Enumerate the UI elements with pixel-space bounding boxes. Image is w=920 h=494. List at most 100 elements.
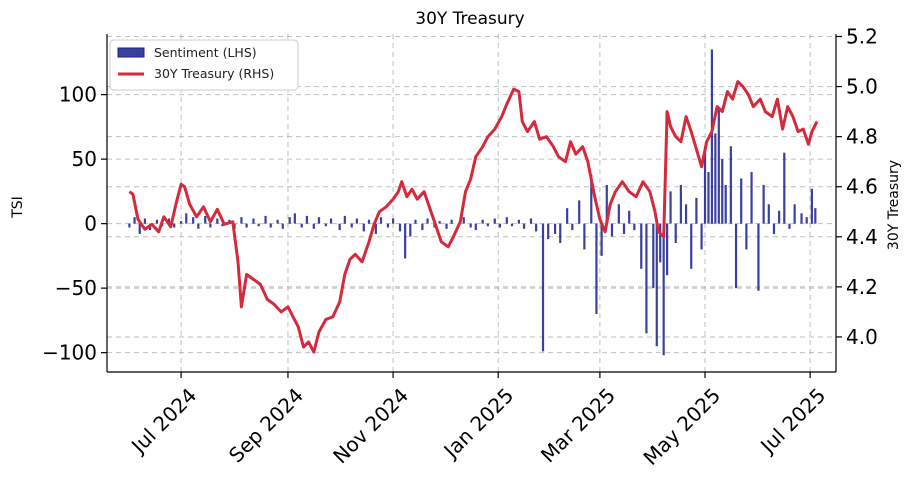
left-y-tick-label: 100 bbox=[59, 83, 97, 107]
sentiment-bar bbox=[605, 184, 608, 224]
sentiment-bar bbox=[128, 223, 131, 228]
sentiment-bar bbox=[617, 204, 620, 224]
sentiment-bar bbox=[783, 152, 786, 224]
right-y-tick-label: 5.0 bbox=[846, 75, 878, 99]
left-y-tick-label: −100 bbox=[42, 341, 97, 365]
sentiment-bar bbox=[714, 133, 717, 224]
sentiment-bar bbox=[300, 223, 303, 228]
sentiment-bar bbox=[414, 219, 417, 224]
sentiment-bar bbox=[703, 146, 707, 224]
x-tick-label: May 2025 bbox=[638, 383, 725, 470]
sentiment-bar bbox=[367, 219, 371, 224]
sentiment-bar bbox=[155, 219, 159, 224]
sentiment-bars bbox=[128, 49, 817, 356]
right-y-tick-label: 4.4 bbox=[846, 225, 878, 249]
sentiment-bar bbox=[421, 223, 424, 231]
sentiment-bar bbox=[717, 107, 720, 224]
sentiment-bar bbox=[610, 223, 614, 237]
sentiment-bar bbox=[684, 204, 688, 224]
sentiment-bar bbox=[566, 208, 569, 224]
sentiment-bar bbox=[409, 223, 412, 237]
sentiment-bar bbox=[757, 223, 760, 291]
sentiment-bar bbox=[293, 213, 296, 224]
sentiment-bar bbox=[209, 223, 212, 228]
sentiment-bar bbox=[445, 223, 448, 229]
sentiment-bar bbox=[438, 221, 441, 224]
sentiment-bar bbox=[517, 219, 520, 224]
left-y-axis-ticks: 100 50 0 −50 −100 bbox=[42, 83, 107, 365]
sentiment-bar bbox=[700, 223, 703, 250]
sentiment-bar bbox=[772, 223, 776, 234]
sentiment-bar bbox=[329, 218, 333, 224]
legend-swatch-sentiment bbox=[117, 47, 145, 58]
sentiment-bar bbox=[288, 217, 291, 224]
sentiment-bar bbox=[600, 223, 603, 256]
left-y-tick-label: −50 bbox=[55, 276, 97, 300]
sentiment-bar bbox=[767, 204, 770, 224]
sentiment-bar bbox=[659, 223, 662, 263]
right-y-tick-label: 4.2 bbox=[846, 275, 878, 299]
legend: Sentiment (LHS) 30Y Treasury (RHS) bbox=[109, 39, 299, 91]
sentiment-bar bbox=[553, 223, 557, 234]
sentiment-bar bbox=[734, 223, 738, 289]
right-y-tick-label: 4.0 bbox=[846, 325, 878, 349]
sentiment-bar bbox=[595, 223, 598, 314]
sentiment-bar bbox=[276, 219, 279, 224]
sentiment-bar bbox=[204, 215, 207, 224]
sentiment-bar bbox=[355, 218, 358, 224]
sentiment-bar bbox=[197, 223, 200, 229]
sentiment-bar bbox=[690, 223, 693, 269]
right-y-tick-label: 4.8 bbox=[846, 125, 878, 149]
sentiment-bar bbox=[695, 197, 698, 224]
sentiment-bar bbox=[559, 223, 562, 243]
sentiment-bar bbox=[493, 218, 496, 224]
legend-label-treasury: 30Y Treasury (RHS) bbox=[154, 66, 274, 81]
legend-box bbox=[109, 39, 299, 91]
sentiment-bar bbox=[655, 223, 658, 347]
right-y-tick-label: 5.2 bbox=[846, 25, 878, 49]
sentiment-bar bbox=[252, 218, 255, 224]
sentiment-bar bbox=[541, 223, 545, 352]
chart-title: 30Y Treasury bbox=[415, 9, 524, 29]
sentiment-bar bbox=[324, 223, 327, 227]
sentiment-bar bbox=[362, 223, 365, 232]
sentiment-bar bbox=[469, 223, 472, 228]
sentiment-bar bbox=[578, 200, 581, 224]
axes bbox=[106, 34, 837, 373]
sentiment-bar bbox=[264, 215, 267, 224]
sentiment-bar bbox=[317, 217, 321, 224]
sentiment-bar bbox=[498, 223, 502, 228]
sentiment-bar bbox=[133, 217, 136, 224]
sentiment-bar bbox=[350, 223, 353, 228]
sentiment-bar bbox=[143, 218, 147, 224]
sentiment-bar bbox=[547, 223, 550, 240]
sentiment-bar bbox=[814, 208, 817, 224]
sentiment-bar bbox=[426, 218, 429, 224]
treasury-line-group bbox=[128, 80, 819, 354]
sentiment-bar bbox=[679, 184, 682, 224]
sentiment-bar bbox=[710, 49, 714, 224]
x-tick-label: Sep 2024 bbox=[224, 383, 308, 467]
sentiment-bar bbox=[138, 223, 141, 234]
sentiment-bar bbox=[505, 217, 508, 224]
sentiment-bar bbox=[662, 223, 665, 356]
sentiment-bar bbox=[622, 223, 626, 234]
sentiment-bar bbox=[216, 218, 219, 224]
sentiment-bar bbox=[343, 215, 346, 224]
x-tick-label: Jul 2025 bbox=[754, 383, 830, 459]
sentiment-bar bbox=[221, 223, 224, 227]
sentiment-bar bbox=[724, 184, 727, 224]
sentiment-bar bbox=[167, 218, 171, 224]
sentiment-bar bbox=[474, 223, 477, 231]
sentiment-bar bbox=[740, 178, 743, 224]
sentiment-bar bbox=[810, 188, 813, 224]
sentiment-bar bbox=[391, 218, 395, 224]
sentiment-bar bbox=[762, 184, 765, 224]
sentiment-bar bbox=[379, 217, 383, 224]
sentiment-bar bbox=[269, 223, 272, 228]
sentiment-bar bbox=[529, 218, 533, 224]
sentiment-bar bbox=[404, 223, 407, 259]
sentiment-bar bbox=[583, 223, 586, 250]
sentiment-bar bbox=[805, 217, 808, 224]
sentiment-bar bbox=[192, 217, 195, 224]
